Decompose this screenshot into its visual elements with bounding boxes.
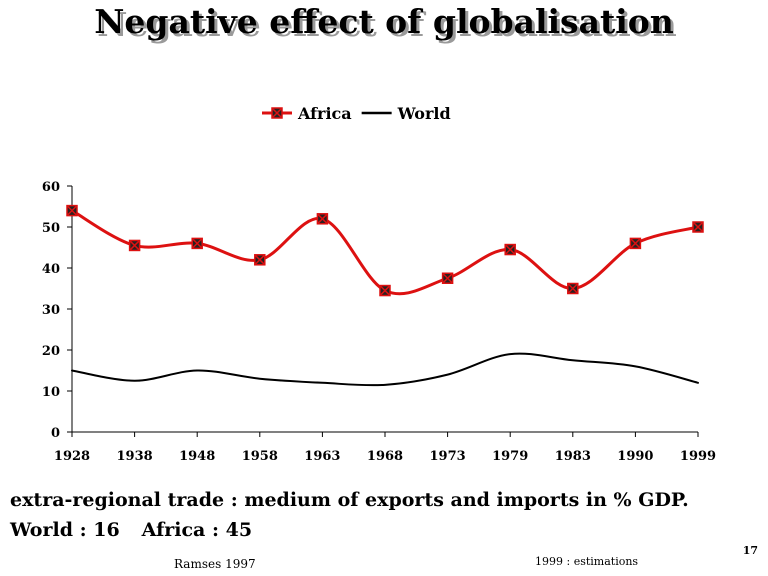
y-tick-label: 0 — [51, 426, 60, 441]
chart-series — [66, 204, 704, 387]
data-point-africa — [692, 221, 704, 233]
data-point-africa — [316, 213, 329, 225]
marker-cross — [379, 285, 391, 297]
data-point-africa — [66, 204, 78, 217]
x-tick-label: 1963 — [304, 449, 340, 464]
x-tick-label: 1979 — [492, 449, 528, 464]
marker-cross — [191, 237, 203, 249]
caption-world-average: World : 16 — [10, 519, 120, 541]
data-point-africa — [441, 272, 454, 284]
data-point-africa — [191, 237, 203, 250]
series-line-africa — [70, 209, 700, 296]
marker-cross — [254, 254, 266, 266]
x-tick-label: 1973 — [430, 449, 466, 464]
estimation-note: 1999 : estimations — [535, 555, 639, 568]
legend-marker-africa — [271, 107, 283, 119]
chart-axes: 0 10 20 30 40 50 60 1928 1938 1948 1958 1963 1968 197… — [42, 180, 716, 464]
x-tick-label: 1999 — [680, 449, 716, 464]
marker-cross — [129, 239, 141, 251]
caption-averages: World : 16 Africa : 45 — [10, 519, 274, 541]
slide-title: Negative effect of globalisation — [94, 2, 674, 41]
chart-legend: Africa World — [262, 104, 451, 123]
y-tick-label: 20 — [42, 344, 60, 359]
marker-cross — [66, 205, 78, 217]
marker-cross — [567, 282, 579, 295]
x-tick-label: 1928 — [54, 449, 90, 464]
source-citation: Ramses 1997 — [174, 557, 256, 571]
x-tick-label: 1948 — [179, 449, 215, 464]
x-tick-label: 1983 — [555, 449, 591, 464]
y-tick-label: 50 — [42, 221, 60, 236]
marker-cross — [629, 237, 641, 249]
marker-cross — [504, 244, 516, 256]
data-point-africa — [504, 243, 516, 256]
marker-cross — [271, 107, 283, 119]
caption-africa-average: Africa : 45 — [141, 519, 253, 541]
legend-label-africa: Africa — [297, 104, 352, 123]
data-point-africa — [379, 284, 391, 297]
legend-label-world: World — [397, 104, 451, 123]
y-tick-label: 30 — [42, 303, 60, 318]
slide-number: 17 — [742, 544, 758, 557]
series-line-world — [71, 352, 699, 387]
caption-trade-definition: extra-regional trade : medium of exports… — [10, 489, 689, 511]
x-tick-label: 1968 — [367, 449, 403, 464]
data-point-africa — [567, 282, 579, 295]
marker-cross — [442, 272, 454, 284]
data-point-africa — [128, 239, 141, 252]
x-tick-label: 1990 — [617, 449, 653, 464]
y-tick-label: 40 — [42, 262, 60, 277]
x-tick-label: 1938 — [117, 449, 153, 464]
marker-cross — [692, 221, 704, 233]
y-tick-label: 10 — [42, 385, 60, 400]
data-point-africa — [254, 254, 266, 266]
marker-cross — [316, 213, 328, 225]
line-chart: Africa World 0 10 20 30 40 50 60 1928 1938 1948 195… — [42, 104, 716, 464]
data-point-africa — [629, 237, 642, 250]
y-tick-label: 60 — [42, 180, 60, 195]
x-tick-label: 1958 — [242, 449, 278, 464]
